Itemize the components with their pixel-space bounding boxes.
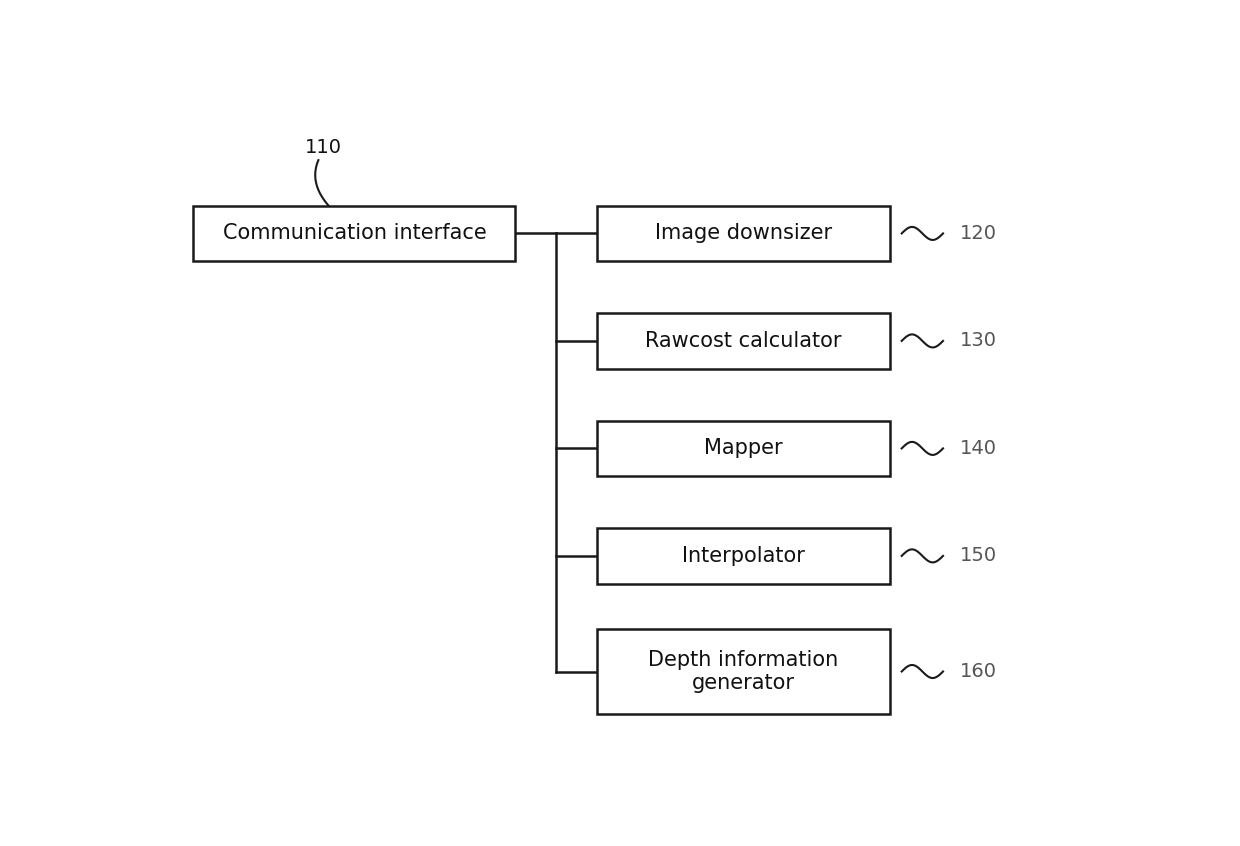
Text: Communication interface: Communication interface [222, 223, 486, 244]
Text: Depth information
generator: Depth information generator [649, 650, 838, 693]
Text: Interpolator: Interpolator [682, 546, 805, 566]
FancyBboxPatch shape [596, 313, 890, 369]
Text: 150: 150 [960, 547, 997, 565]
Text: 120: 120 [960, 224, 997, 243]
Text: Mapper: Mapper [704, 438, 782, 459]
FancyBboxPatch shape [596, 629, 890, 714]
FancyBboxPatch shape [596, 528, 890, 584]
Text: 110: 110 [305, 138, 342, 157]
Text: 130: 130 [960, 332, 997, 350]
Text: Image downsizer: Image downsizer [655, 223, 832, 244]
FancyBboxPatch shape [596, 206, 890, 261]
FancyBboxPatch shape [596, 420, 890, 476]
Text: 140: 140 [960, 439, 997, 458]
FancyBboxPatch shape [193, 206, 516, 261]
Text: Rawcost calculator: Rawcost calculator [645, 331, 842, 351]
Text: 160: 160 [960, 662, 997, 681]
